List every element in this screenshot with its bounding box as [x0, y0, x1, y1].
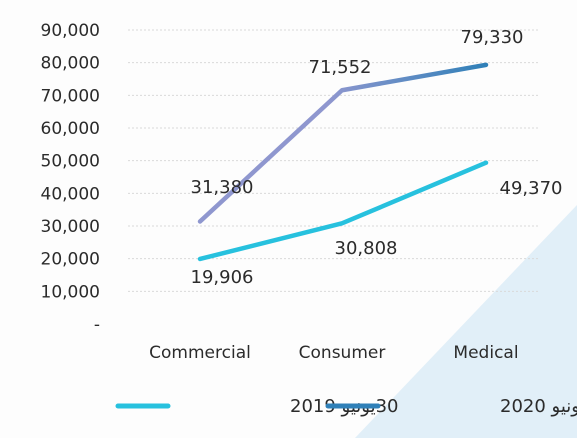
data-label: 49,370 [500, 178, 563, 199]
x-axis: Commercial Consumer Medical [149, 343, 518, 363]
y-tick-label: 30,000 [41, 217, 100, 237]
y-tick-label: - [94, 315, 100, 335]
grid-layer [128, 29, 538, 292]
y-tick-label: 10,000 [41, 282, 100, 302]
background-decoration [355, 205, 577, 438]
y-tick-label: 50,000 [41, 152, 100, 172]
data-label: 30,808 [335, 238, 398, 259]
data-label: 19,906 [191, 267, 254, 288]
series-line-1 [197, 160, 489, 262]
y-tick-label: 70,000 [41, 86, 100, 106]
x-tick-label: Medical [453, 343, 518, 363]
y-axis: - 10,000 20,000 30,000 40,000 50,000 60,000 70,… [41, 21, 100, 335]
y-tick-label: 90,000 [41, 21, 100, 41]
data-labels: 19,906 30,808 49,370 31,380 71,552 79,330 [191, 27, 563, 288]
x-tick-label: Consumer [299, 343, 386, 363]
y-tick-label: 20,000 [41, 250, 100, 270]
y-tick-label: 60,000 [41, 119, 100, 139]
data-label: 31,380 [191, 177, 254, 198]
legend-label: 30يونيو 2020 [500, 396, 577, 417]
y-tick-label: 80,000 [41, 54, 100, 74]
y-tick-label: 40,000 [41, 184, 100, 204]
data-label: 71,552 [309, 57, 372, 78]
series-layer [197, 62, 489, 262]
legend: 30يونيو 201930يونيو 2020 [115, 396, 577, 417]
series-line-2 [197, 62, 489, 224]
x-tick-label: Commercial [149, 343, 251, 363]
data-label: 79,330 [461, 27, 524, 48]
